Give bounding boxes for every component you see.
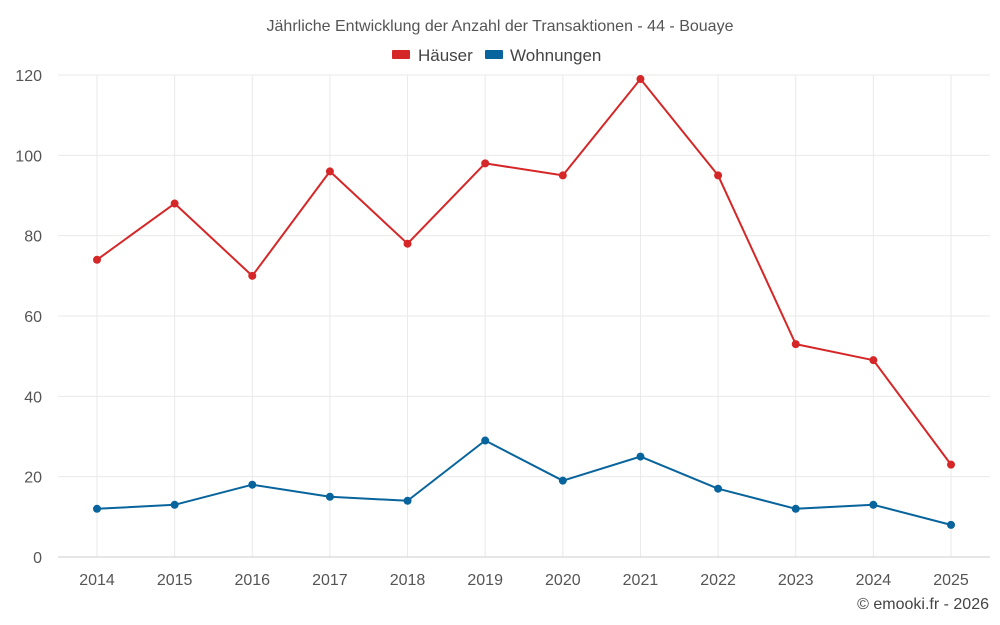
series-layer	[93, 75, 955, 529]
data-point-wohnungen[interactable]	[248, 480, 257, 489]
y-tick-label: 80	[24, 229, 42, 246]
data-point-haeuser[interactable]	[248, 271, 257, 280]
x-tick-label: 2017	[312, 572, 348, 589]
data-point-wohnungen[interactable]	[170, 500, 179, 509]
x-tick-label: 2015	[157, 572, 193, 589]
series-wohnungen	[93, 436, 955, 529]
x-tick-label: 2020	[545, 572, 581, 589]
data-point-wohnungen[interactable]	[558, 476, 567, 485]
legend-swatch-wohnungen	[485, 50, 503, 59]
x-tick-label: 2024	[856, 572, 892, 589]
x-tick-label: 2022	[700, 572, 736, 589]
data-point-haeuser[interactable]	[403, 239, 412, 248]
series-line-wohnungen	[96, 439, 952, 526]
x-tick-label: 2025	[933, 572, 969, 589]
y-tick-label: 20	[24, 470, 42, 487]
data-point-haeuser[interactable]	[869, 356, 878, 365]
data-point-wohnungen[interactable]	[714, 484, 723, 493]
x-axis-ticks: 2014 2015 2016 2017 2018 2019 2020 2021 2022 2023…	[79, 572, 969, 589]
data-point-wohnungen[interactable]	[869, 500, 878, 509]
data-point-wohnungen[interactable]	[636, 452, 645, 461]
data-point-haeuser[interactable]	[170, 199, 179, 208]
data-point-haeuser[interactable]	[93, 255, 101, 264]
y-tick-label: 120	[15, 68, 42, 85]
y-tick-label: 60	[24, 309, 42, 326]
data-point-wohnungen[interactable]	[947, 520, 955, 529]
y-axis-ticks: 0 20 40 60 80 100 120	[15, 68, 42, 567]
data-point-wohnungen[interactable]	[325, 492, 334, 501]
series-line-haeuser	[96, 78, 952, 466]
data-point-haeuser[interactable]	[558, 171, 567, 180]
data-point-haeuser[interactable]	[791, 340, 800, 349]
series-haeuser	[93, 75, 955, 469]
x-tick-label: 2016	[234, 572, 270, 589]
data-point-haeuser[interactable]	[481, 159, 490, 168]
x-tick-label: 2019	[467, 572, 503, 589]
data-point-wohnungen[interactable]	[791, 504, 800, 513]
data-point-wohnungen[interactable]	[403, 496, 412, 505]
x-tick-label: 2021	[623, 572, 659, 589]
legend-swatch-haeuser	[392, 50, 410, 59]
x-tick-label: 2023	[778, 572, 814, 589]
data-point-haeuser[interactable]	[325, 167, 334, 176]
chart-title: Jährliche Entwicklung der Anzahl der Tra…	[267, 18, 734, 35]
legend: Häuser Wohnungen	[392, 46, 601, 65]
data-point-wohnungen[interactable]	[481, 436, 490, 445]
grid	[58, 74, 990, 557]
data-point-haeuser[interactable]	[947, 460, 955, 469]
x-tick-label: 2014	[79, 572, 115, 589]
data-point-wohnungen[interactable]	[93, 504, 101, 513]
legend-label-wohnungen[interactable]: Wohnungen	[510, 46, 601, 65]
y-tick-label: 100	[15, 148, 42, 165]
legend-label-haeuser[interactable]: Häuser	[418, 46, 473, 65]
credit-text: © emooki.fr - 2026	[857, 596, 989, 613]
data-point-haeuser[interactable]	[714, 171, 723, 180]
data-point-haeuser[interactable]	[636, 75, 645, 84]
x-tick-label: 2018	[390, 572, 426, 589]
y-tick-label: 40	[24, 389, 42, 406]
y-tick-label: 0	[33, 550, 42, 567]
